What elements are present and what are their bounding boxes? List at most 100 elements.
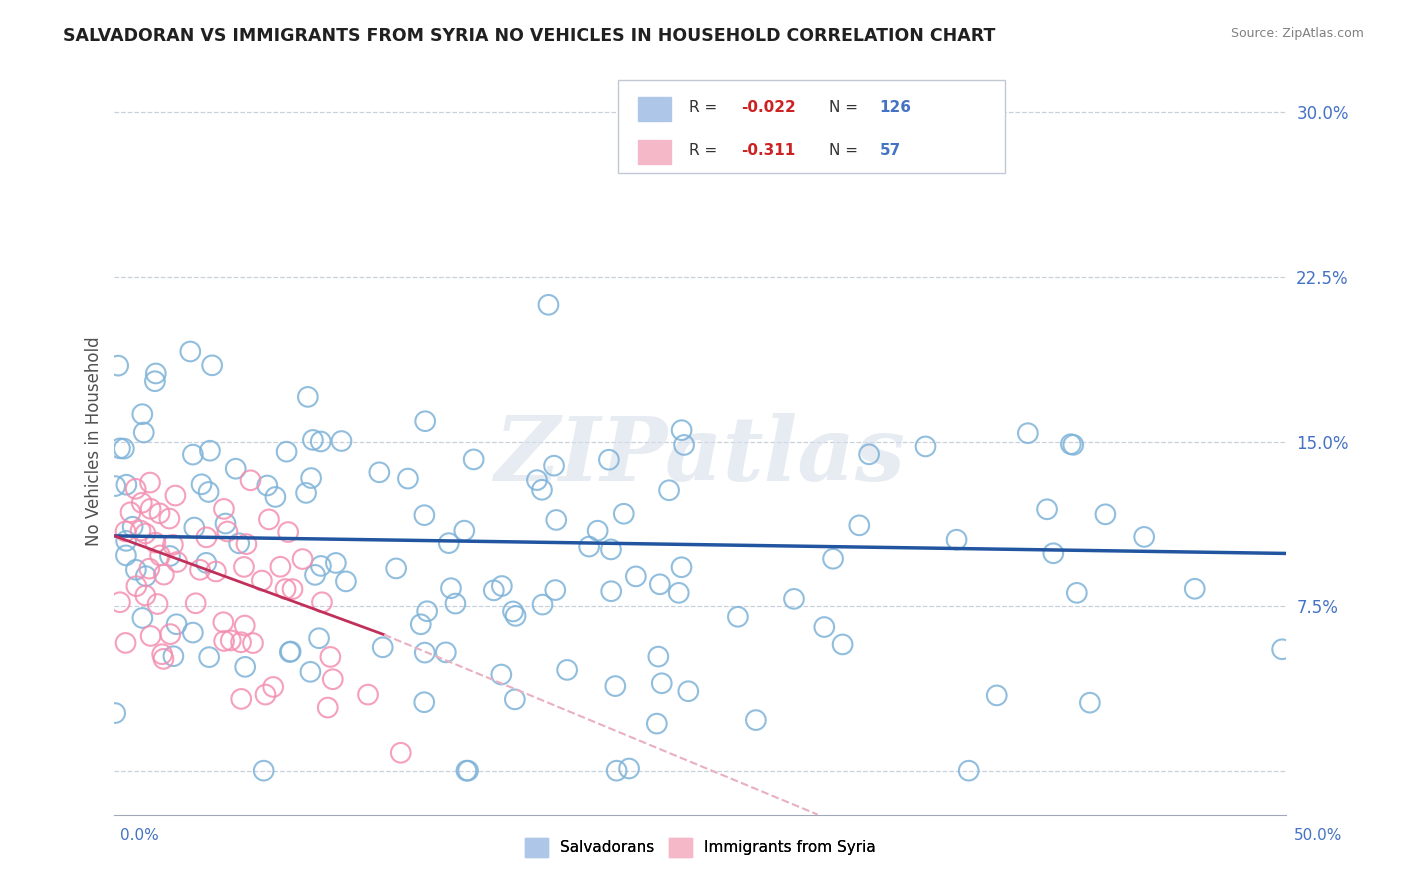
Point	[104, 479, 127, 493]
Point	[262, 680, 284, 694]
Point	[316, 700, 339, 714]
Point	[145, 535, 167, 549]
Point	[546, 513, 568, 527]
Point	[276, 444, 298, 458]
Point	[250, 574, 273, 588]
Point	[526, 473, 548, 487]
Text: 57: 57	[880, 143, 901, 158]
Point	[678, 684, 700, 698]
Point	[159, 549, 181, 563]
Point	[131, 611, 153, 625]
Text: ZIPatlas: ZIPatlas	[495, 413, 905, 500]
Point	[1271, 642, 1294, 657]
Point	[198, 650, 221, 665]
Point	[242, 636, 264, 650]
Point	[233, 618, 256, 632]
FancyBboxPatch shape	[619, 79, 1005, 173]
Point	[159, 627, 181, 641]
Y-axis label: No Vehicles in Household: No Vehicles in Household	[86, 336, 103, 547]
Point	[491, 579, 513, 593]
Point	[537, 298, 560, 312]
Point	[157, 511, 180, 525]
Point	[671, 423, 693, 437]
Point	[957, 764, 980, 778]
Point	[1017, 426, 1039, 441]
Text: -0.311: -0.311	[741, 143, 796, 158]
Point	[131, 496, 153, 510]
Point	[125, 579, 148, 593]
Point	[278, 645, 301, 659]
Point	[135, 569, 157, 583]
Point	[138, 561, 160, 575]
Text: SALVADORAN VS IMMIGRANTS FROM SYRIA NO VEHICLES IN HOUSEHOLD CORRELATION CHART: SALVADORAN VS IMMIGRANTS FROM SYRIA NO V…	[63, 27, 995, 45]
Point	[181, 625, 204, 640]
Point	[114, 524, 136, 539]
Point	[281, 582, 304, 596]
Point	[456, 764, 478, 778]
Text: -0.022: -0.022	[741, 100, 796, 115]
Point	[1060, 437, 1083, 451]
Point	[1094, 508, 1116, 522]
Point	[457, 764, 479, 778]
Point	[1062, 438, 1084, 452]
Point	[624, 569, 647, 583]
Point	[434, 645, 457, 659]
Point	[335, 574, 357, 589]
Point	[295, 486, 318, 500]
Point	[1042, 546, 1064, 560]
Point	[502, 604, 524, 618]
Point	[166, 555, 188, 569]
Point	[212, 615, 235, 630]
Point	[586, 524, 609, 538]
Point	[1078, 696, 1101, 710]
Point	[152, 652, 174, 666]
Point	[280, 644, 302, 658]
Point	[239, 473, 262, 487]
Point	[229, 635, 252, 649]
Point	[823, 551, 845, 566]
Point	[114, 636, 136, 650]
Point	[134, 588, 156, 602]
Point	[606, 764, 628, 778]
Point	[605, 679, 627, 693]
Point	[291, 552, 314, 566]
Point	[945, 533, 967, 547]
Point	[308, 631, 330, 645]
Point	[297, 390, 319, 404]
Text: R =: R =	[689, 143, 721, 158]
Point	[195, 556, 218, 570]
Point	[269, 559, 291, 574]
Text: R =: R =	[689, 100, 721, 115]
Point	[277, 524, 299, 539]
Point	[145, 367, 167, 381]
Point	[578, 540, 600, 554]
Point	[322, 672, 344, 686]
Point	[645, 716, 668, 731]
Point	[129, 524, 152, 538]
Point	[647, 649, 669, 664]
Point	[257, 512, 280, 526]
Point	[503, 692, 526, 706]
Point	[139, 629, 162, 643]
Point	[139, 501, 162, 516]
Point	[617, 762, 640, 776]
Point	[914, 439, 936, 453]
FancyBboxPatch shape	[638, 140, 671, 164]
Point	[531, 598, 554, 612]
Text: 50.0%: 50.0%	[1295, 828, 1343, 843]
Point	[108, 595, 131, 609]
Point	[848, 518, 870, 533]
Point	[413, 414, 436, 428]
Point	[214, 516, 236, 531]
Point	[212, 634, 235, 648]
Point	[396, 472, 419, 486]
Point	[368, 465, 391, 479]
Point	[416, 604, 439, 618]
Point	[371, 640, 394, 655]
Point	[131, 407, 153, 421]
Point	[600, 542, 623, 557]
Point	[413, 695, 436, 709]
Point	[162, 538, 184, 552]
Point	[125, 563, 148, 577]
Point	[325, 556, 347, 570]
